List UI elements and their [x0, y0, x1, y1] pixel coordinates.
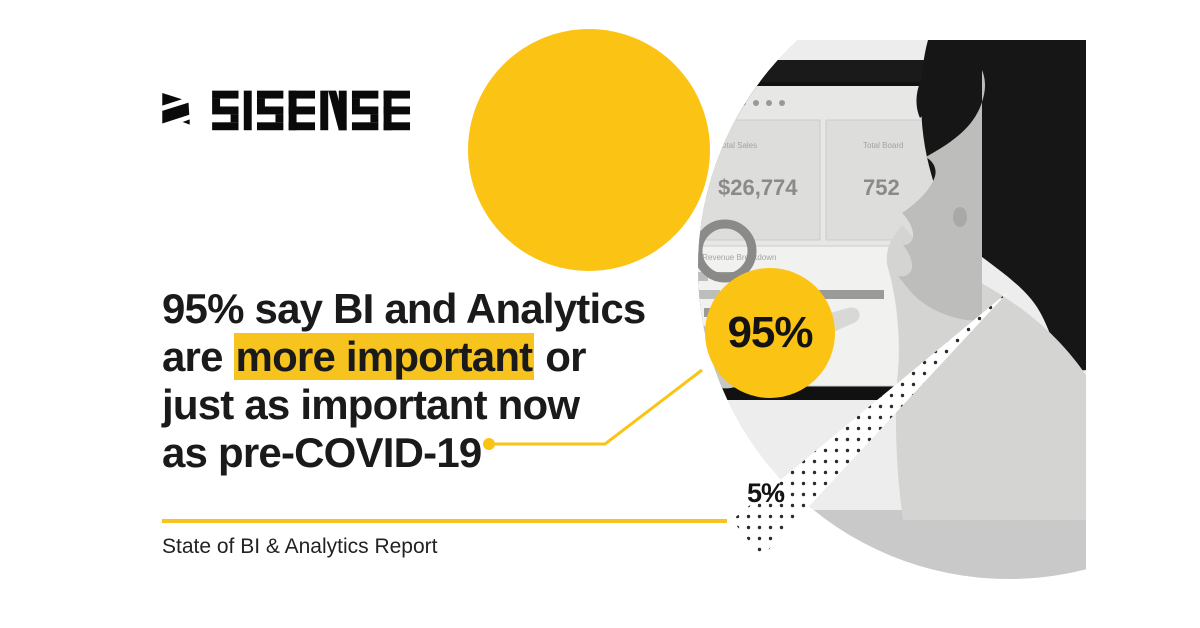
svg-text:Total Board: Total Board: [863, 141, 903, 150]
svg-text:752: 752: [863, 175, 900, 200]
svg-text:Sales Revenue Breakdown: Sales Revenue Breakdown: [698, 253, 777, 262]
svg-text:$26,774: $26,774: [718, 175, 798, 200]
